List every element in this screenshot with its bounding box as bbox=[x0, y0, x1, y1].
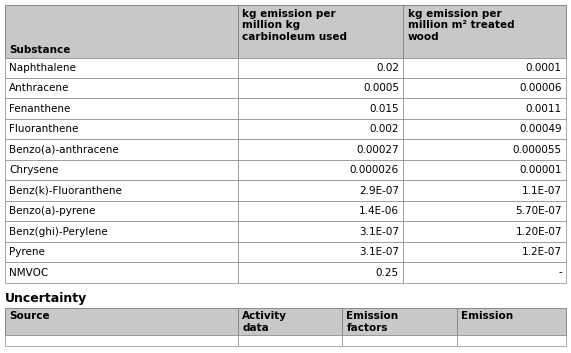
Bar bbox=[5, 160, 238, 180]
Text: Substance: Substance bbox=[9, 45, 70, 55]
Bar bbox=[238, 160, 404, 180]
Text: 3.1E-07: 3.1E-07 bbox=[359, 227, 399, 237]
Text: Uncertainty: Uncertainty bbox=[5, 292, 87, 305]
Text: 1.4E-06: 1.4E-06 bbox=[359, 206, 399, 216]
Bar bbox=[5, 5, 238, 58]
Text: Emission: Emission bbox=[461, 311, 513, 321]
Bar bbox=[5, 221, 238, 242]
Text: 0.00027: 0.00027 bbox=[356, 145, 399, 155]
Bar bbox=[238, 139, 404, 160]
Bar bbox=[404, 180, 566, 201]
Text: 1.20E-07: 1.20E-07 bbox=[516, 227, 562, 237]
Bar bbox=[238, 98, 404, 119]
Text: 0.000026: 0.000026 bbox=[350, 165, 399, 175]
Bar bbox=[5, 78, 238, 98]
Bar bbox=[404, 242, 566, 262]
Text: 0.00006: 0.00006 bbox=[520, 83, 562, 93]
Bar bbox=[238, 201, 404, 221]
Text: Pyrene: Pyrene bbox=[9, 247, 45, 257]
Text: 2.9E-07: 2.9E-07 bbox=[359, 186, 399, 196]
Text: Fluoranthene: Fluoranthene bbox=[9, 124, 78, 134]
Bar bbox=[457, 335, 566, 346]
Bar bbox=[5, 201, 238, 221]
Text: Anthracene: Anthracene bbox=[9, 83, 70, 93]
Bar bbox=[5, 139, 238, 160]
Bar bbox=[404, 160, 566, 180]
Text: Source: Source bbox=[9, 311, 50, 321]
Text: 1.1E-07: 1.1E-07 bbox=[522, 186, 562, 196]
Bar bbox=[238, 78, 404, 98]
Text: Chrysene: Chrysene bbox=[9, 165, 58, 175]
Bar bbox=[341, 308, 457, 335]
Text: Benzo(a)-anthracene: Benzo(a)-anthracene bbox=[9, 145, 119, 155]
Text: 5.70E-07: 5.70E-07 bbox=[516, 206, 562, 216]
Bar bbox=[5, 242, 238, 262]
Text: Benz(ghi)-Perylene: Benz(ghi)-Perylene bbox=[9, 227, 108, 237]
Bar bbox=[5, 335, 238, 346]
Text: Benzo(a)-pyrene: Benzo(a)-pyrene bbox=[9, 206, 95, 216]
Text: 0.0011: 0.0011 bbox=[526, 104, 562, 114]
Text: 0.00049: 0.00049 bbox=[519, 124, 562, 134]
Text: Emission
factors: Emission factors bbox=[346, 311, 399, 333]
Bar bbox=[404, 201, 566, 221]
Bar bbox=[404, 5, 566, 58]
Text: kg emission per
million m² treated
wood: kg emission per million m² treated wood bbox=[408, 9, 514, 42]
Bar bbox=[238, 58, 404, 78]
Text: 0.0005: 0.0005 bbox=[363, 83, 399, 93]
Bar bbox=[238, 262, 404, 283]
Text: 0.00001: 0.00001 bbox=[520, 165, 562, 175]
Text: Benz(k)-Fluoranthene: Benz(k)-Fluoranthene bbox=[9, 186, 122, 196]
Text: 0.25: 0.25 bbox=[376, 268, 399, 277]
Bar bbox=[238, 5, 404, 58]
Text: Fenanthene: Fenanthene bbox=[9, 104, 70, 114]
Bar bbox=[238, 180, 404, 201]
Bar bbox=[238, 242, 404, 262]
Text: 0.000055: 0.000055 bbox=[513, 145, 562, 155]
Text: 0.002: 0.002 bbox=[369, 124, 399, 134]
Bar bbox=[404, 98, 566, 119]
Bar bbox=[5, 58, 238, 78]
Text: 3.1E-07: 3.1E-07 bbox=[359, 247, 399, 257]
Text: NMVOC: NMVOC bbox=[9, 268, 49, 277]
Bar bbox=[238, 221, 404, 242]
Bar bbox=[238, 119, 404, 139]
Text: 0.02: 0.02 bbox=[376, 63, 399, 73]
Bar bbox=[5, 98, 238, 119]
Bar bbox=[404, 58, 566, 78]
Bar bbox=[404, 78, 566, 98]
Bar bbox=[5, 119, 238, 139]
Text: 1.2E-07: 1.2E-07 bbox=[522, 247, 562, 257]
Bar bbox=[404, 262, 566, 283]
Bar bbox=[457, 308, 566, 335]
Bar bbox=[404, 119, 566, 139]
Text: 0.015: 0.015 bbox=[369, 104, 399, 114]
Bar bbox=[5, 180, 238, 201]
Bar bbox=[238, 335, 341, 346]
Bar bbox=[341, 335, 457, 346]
Text: Activity
data: Activity data bbox=[242, 311, 287, 333]
Bar bbox=[404, 221, 566, 242]
Text: Naphthalene: Naphthalene bbox=[9, 63, 76, 73]
Text: -: - bbox=[558, 268, 562, 277]
Bar bbox=[404, 139, 566, 160]
Text: kg emission per
million kg
carbinoleum used: kg emission per million kg carbinoleum u… bbox=[242, 9, 347, 42]
Bar bbox=[5, 308, 238, 335]
Bar bbox=[5, 262, 238, 283]
Bar bbox=[238, 308, 341, 335]
Text: 0.0001: 0.0001 bbox=[526, 63, 562, 73]
